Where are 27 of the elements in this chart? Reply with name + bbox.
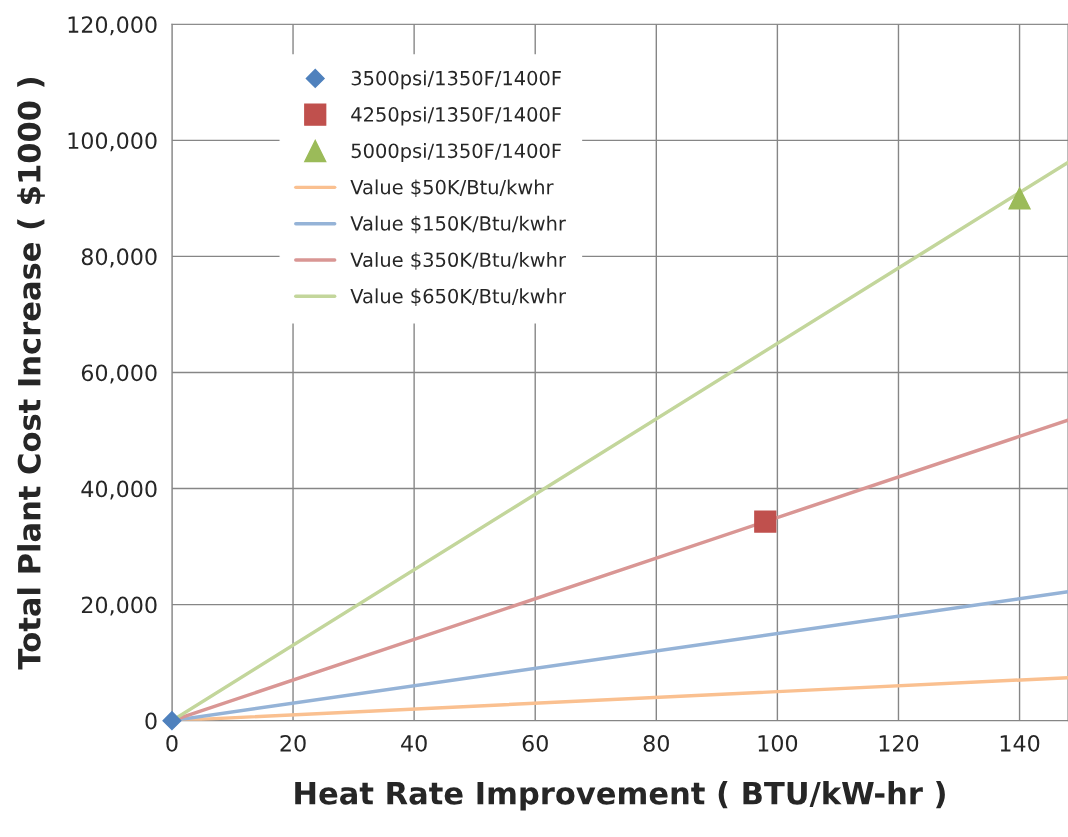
y-tick-label: 60,000	[81, 364, 157, 384]
legend-label: 3500psi/1350F/1400F	[351, 70, 561, 90]
y-tick-label: 20,000	[81, 596, 157, 616]
x-tick-label: 60	[522, 734, 548, 752]
x-tick-label: 20	[280, 734, 306, 752]
legend-label: Value $150K/Btu/kwhr	[350, 215, 566, 234]
point	[1008, 187, 1031, 210]
legend-label: Value $50K/Btu/kwhr	[350, 179, 554, 198]
y-axis-title: Total Plant Cost Increase ( $1000 )	[17, 78, 45, 670]
x-axis-title: Heat Rate Improvement ( BTU/kW-hr )	[295, 781, 945, 811]
legend-label: 4250psi/1350F/1400F	[351, 106, 561, 126]
y-tick-label: 0	[145, 712, 157, 730]
x-tick-label: 120	[879, 734, 919, 752]
y-tick-label: 40,000	[81, 480, 157, 500]
x-tick-label: 40	[401, 734, 427, 752]
point	[162, 711, 182, 731]
legend-label: Value $650K/Btu/kwhr	[350, 288, 566, 306]
y-tick-label: 80,000	[81, 248, 157, 268]
x-tick-label: 100	[758, 734, 798, 752]
point	[754, 510, 777, 533]
x-tick-label: 80	[643, 734, 669, 752]
x-tick-label: 0	[166, 734, 178, 752]
legend-label: Value $350K/Btu/kwhr	[350, 252, 566, 270]
y-tick-label: 100,000	[68, 132, 157, 152]
y-tick-label: 120,000	[68, 16, 157, 36]
legend-label: 5000psi/1350F/1400F	[351, 143, 561, 162]
x-tick-label: 140	[1000, 734, 1040, 752]
